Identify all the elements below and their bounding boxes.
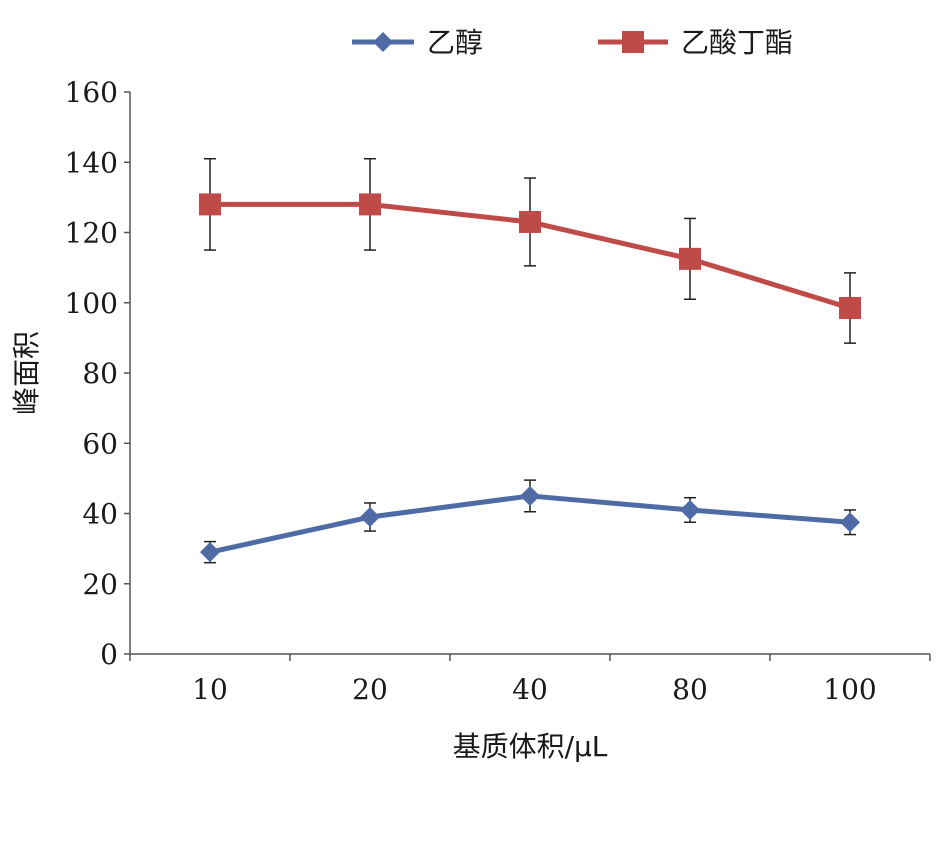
legend: 乙醇 乙酸丁酯 [352, 26, 793, 59]
plot-area [199, 157, 861, 564]
y-tick-label: 160 [65, 76, 118, 109]
data-point [839, 297, 861, 320]
y-ticks: 0 20 40 60 80 100 120 140 160 [65, 76, 130, 671]
data-point [360, 507, 380, 528]
y-tick-label: 140 [65, 146, 118, 179]
data-point [679, 247, 701, 270]
legend-item-ethanol[interactable]: 乙醇 [352, 26, 483, 59]
data-point [359, 193, 381, 216]
y-tick-label: 40 [82, 498, 118, 531]
y-tick-label: 20 [82, 568, 118, 601]
y-tick-label: 100 [65, 287, 118, 320]
data-point [840, 512, 860, 533]
x-axis-label: 基质体积/μL [453, 730, 608, 763]
data-point [680, 499, 700, 520]
legend-label-butyl-acetate: 乙酸丁酯 [681, 26, 793, 59]
series-0 [200, 479, 860, 564]
legend-label-ethanol: 乙醇 [427, 26, 483, 59]
data-point [199, 193, 221, 216]
y-tick-label: 60 [82, 427, 118, 460]
legend-item-butyl-acetate[interactable]: 乙酸丁酯 [598, 26, 793, 59]
data-point [520, 485, 540, 506]
axes [129, 92, 930, 655]
x-tick-label: 80 [672, 673, 708, 706]
legend-marker-butyl-acetate [622, 31, 644, 53]
x-tick-label: 20 [352, 673, 388, 706]
legend-marker-ethanol [373, 32, 393, 52]
y-tick-label: 0 [100, 638, 118, 671]
x-tick-label: 100 [823, 673, 876, 706]
x-tick-label: 10 [192, 673, 228, 706]
data-point [200, 542, 220, 563]
y-tick-label: 120 [65, 217, 118, 250]
y-axis-label: 峰面积 [10, 331, 43, 415]
x-tick-label: 40 [512, 673, 548, 706]
y-tick-label: 80 [82, 357, 118, 390]
x-ticks: 10 20 40 80 100 [129, 654, 931, 706]
data-point [519, 210, 541, 233]
series-1 [199, 157, 861, 344]
